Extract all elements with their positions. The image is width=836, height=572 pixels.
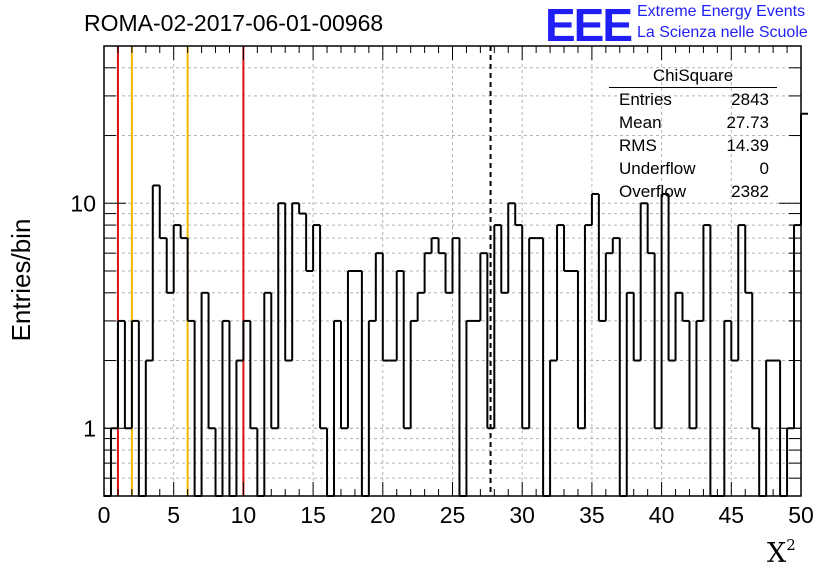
histogram xyxy=(104,112,808,497)
x-tick-label: 40 xyxy=(649,502,675,528)
x-axis-label: X2 xyxy=(767,536,796,569)
stats-row: Overflow 2382 xyxy=(609,180,777,203)
stats-label: Entries xyxy=(619,90,672,109)
stats-value: 14.39 xyxy=(726,136,769,155)
logo-line-2: La Scienza nelle Scuole xyxy=(637,24,808,41)
logo-line-1: Extreme Energy Events xyxy=(637,3,806,20)
stats-value: 27.73 xyxy=(726,113,769,132)
stats-value: 2843 xyxy=(731,90,769,109)
stats-value: 2382 xyxy=(731,182,769,201)
y-tick-label: 1 xyxy=(83,415,96,441)
x-tick-label: 15 xyxy=(300,502,326,528)
stats-label: Overflow xyxy=(619,182,687,201)
x-tick-label: 35 xyxy=(579,502,605,528)
stats-label: RMS xyxy=(619,136,657,155)
chart-title: ROMA-02-2017-06-01-00968 xyxy=(84,10,384,36)
x-tick-label: 0 xyxy=(98,502,111,528)
stats-row: RMS 14.39 xyxy=(609,134,777,157)
x-tick-label: 45 xyxy=(719,502,745,528)
x-tick-label: 30 xyxy=(509,502,535,528)
stats-row: Mean 27.73 xyxy=(609,111,777,134)
stats-row: Underflow 0 xyxy=(609,157,777,180)
stats-label: Mean xyxy=(619,113,662,132)
axis-ticks xyxy=(103,45,802,497)
x-tick-label: 20 xyxy=(370,502,396,528)
stats-box: ChiSquare Entries 2843 Mean 27.73 RMS 14.39 Un… xyxy=(609,66,777,203)
y-axis-label: Entries/bin xyxy=(6,218,36,342)
x-tick-label: 5 xyxy=(167,502,180,528)
x-tick-label: 10 xyxy=(231,502,257,528)
y-tick-label: 10 xyxy=(70,190,96,216)
stats-value: 0 xyxy=(759,159,769,178)
stats-row: Entries 2843 xyxy=(609,88,777,111)
x-tick-label: 25 xyxy=(440,502,466,528)
stats-label: Underflow xyxy=(619,159,696,178)
x-tick-label: 50 xyxy=(788,502,814,528)
eee-logo: EEE xyxy=(545,0,633,51)
stats-title: ChiSquare xyxy=(609,66,777,88)
tick-labels: 0 5 10 15 20 25 30 35 40 45 50 1 10 xyxy=(70,190,813,528)
